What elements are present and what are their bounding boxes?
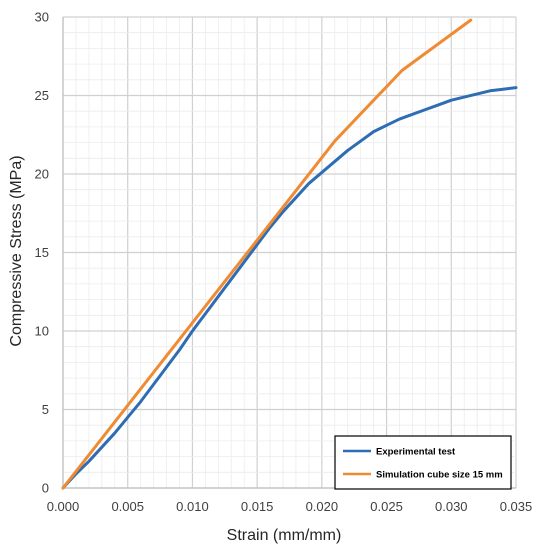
x-tick-label: 0.015 — [241, 499, 274, 514]
x-axis-title: Strain (mm/mm) — [227, 527, 342, 544]
series — [61, 18, 518, 490]
y-tick-label: 20 — [35, 167, 49, 182]
y-tick-label: 30 — [35, 10, 49, 25]
y-axis-title: Compressive Stress (MPa) — [8, 155, 25, 346]
legend-box — [334, 435, 512, 490]
series-line-experimental — [61, 86, 518, 490]
x-tick-label: 0.010 — [176, 499, 209, 514]
x-tick-label: 0.035 — [500, 499, 533, 514]
legend-label-simulation: Simulation cube size 15 mm — [376, 470, 503, 481]
y-tick-label: 0 — [42, 481, 49, 496]
legend: Experimental test Simulation cube size 1… — [334, 435, 512, 490]
x-tick-label: 0.030 — [435, 499, 468, 514]
series-line-simulation — [61, 18, 473, 490]
tick-labels: 0.000 0.005 0.010 0.015 0.020 0.025 0.030 0.035… — [35, 10, 533, 515]
x-tick-label: 0.005 — [111, 499, 144, 514]
grid — [62, 16, 517, 489]
x-tick-label: 0.000 — [47, 499, 80, 514]
y-tick-label: 25 — [35, 88, 49, 103]
y-tick-label: 10 — [35, 324, 49, 339]
x-tick-label: 0.020 — [306, 499, 339, 514]
y-tick-label: 15 — [35, 245, 49, 260]
y-tick-label: 5 — [42, 402, 49, 417]
legend-label-experimental: Experimental test — [376, 447, 456, 458]
x-tick-label: 0.025 — [370, 499, 403, 514]
